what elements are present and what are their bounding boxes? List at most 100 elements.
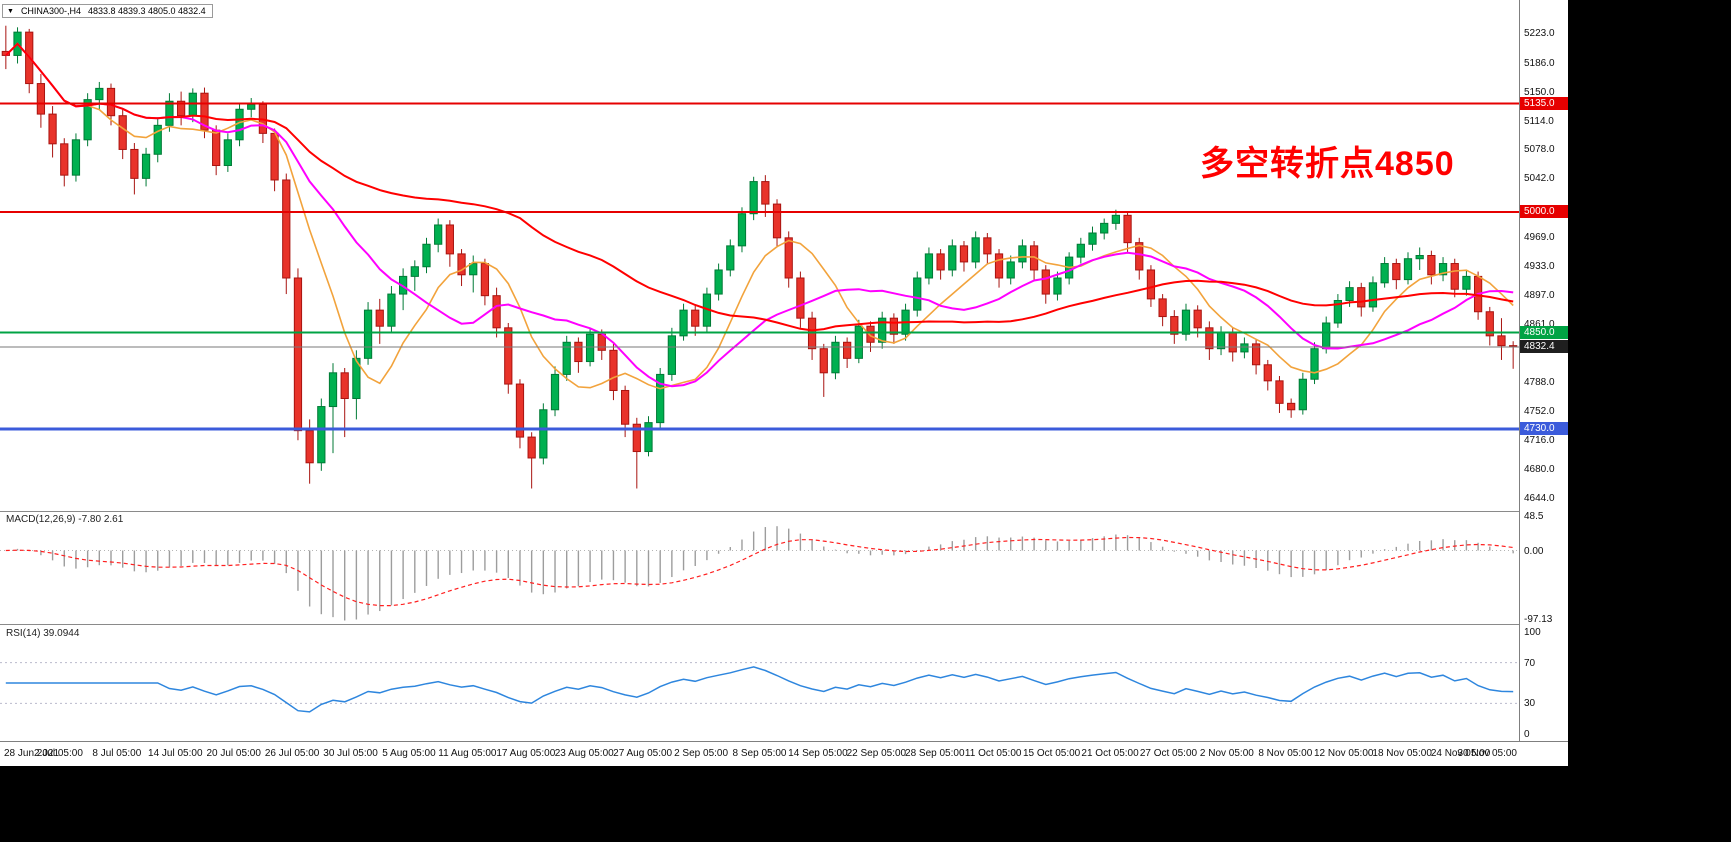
candle-body	[445, 224, 454, 255]
candle-body	[656, 373, 665, 424]
time-tick-label: 14 Jul 05:00	[148, 748, 203, 759]
candle-body	[1088, 232, 1097, 245]
candle-body	[854, 325, 863, 359]
rsi-tick-label: 30	[1524, 698, 1536, 710]
current-price-badge: 4832.4	[1520, 339, 1569, 353]
candle-body	[434, 224, 443, 245]
candle-body	[1076, 243, 1085, 258]
candle-body	[585, 333, 595, 363]
price-badge-4850.0: 4850.0	[1520, 325, 1569, 339]
macd-histogram	[16, 526, 1514, 621]
candle-body	[971, 237, 980, 263]
candle-body	[819, 348, 828, 374]
candle-body	[550, 373, 560, 411]
desktop-background-bottom	[0, 766, 1731, 842]
candle-body	[924, 253, 934, 279]
time-tick-label: 8 Nov 05:00	[1258, 748, 1313, 759]
candle-body	[480, 263, 490, 297]
time-tick-label: 18 Nov 05:00	[1372, 748, 1432, 759]
candle-body	[118, 115, 127, 150]
price-axis[interactable]: 5223.0 5186.0 5150.0 5114.0 5078.0 5042.0 4969…	[1519, 0, 1569, 741]
time-axis[interactable]: 28 Jun 2021 2 Jul 05:00 8 Jul 05:00 14 Jul …	[0, 741, 1568, 766]
time-tick-label: 17 Aug 05:00	[496, 748, 556, 759]
rsi-tick-label: 0	[1524, 728, 1530, 740]
time-tick-label: 11 Aug 05:00	[438, 748, 497, 759]
candle-body	[1403, 258, 1413, 281]
price-badge-5000.0: 5000.0	[1520, 205, 1569, 219]
candle-body	[176, 100, 186, 117]
candle-body	[1287, 402, 1296, 411]
candle-body	[71, 139, 81, 176]
candle-body	[153, 124, 162, 155]
candle-body	[1298, 378, 1307, 411]
candle-body	[679, 309, 688, 337]
candle-body	[340, 372, 349, 400]
candle-body	[796, 277, 805, 319]
candle-body	[1170, 316, 1179, 335]
candle-body	[1228, 332, 1237, 353]
candle-body	[1158, 298, 1167, 318]
price-badge-4730.0: 4730.0	[1520, 422, 1569, 436]
candle-body	[831, 341, 840, 374]
candle-body	[223, 139, 232, 167]
price-tick-label: 4897.0	[1524, 289, 1555, 301]
candle-body	[422, 243, 431, 268]
candle-body	[317, 406, 326, 464]
candle-body	[1368, 282, 1378, 308]
price-tick-label: 4752.0	[1524, 406, 1555, 418]
candle-body	[1392, 263, 1401, 281]
candle-body	[165, 100, 174, 126]
pane-separator-rsi[interactable]	[0, 624, 1568, 625]
candle-body	[1263, 364, 1272, 382]
chart-plot-area[interactable]	[0, 0, 1519, 741]
candle-body	[691, 309, 700, 327]
price-tick-label: 5078.0	[1524, 144, 1555, 156]
symbol-dropdown-icon[interactable]: ▼	[7, 7, 14, 15]
candle-body	[1193, 309, 1202, 329]
trading-chart-window: ▼ CHINA300-,H4 4833.8 4839.3 4805.0 4832…	[0, 0, 1569, 766]
candle-body	[1333, 299, 1343, 324]
time-tick-label: 12 Nov 05:00	[1313, 748, 1374, 759]
candle-body	[106, 87, 116, 117]
candle-body	[913, 277, 922, 311]
candle-body	[1111, 214, 1121, 224]
candle-body	[1018, 245, 1027, 263]
candle-body	[761, 181, 770, 205]
price-tick-label: 4861.0	[1524, 318, 1555, 330]
rsi-tick-label: 100	[1524, 627, 1541, 639]
candle-body	[247, 103, 256, 110]
pane-separator-macd[interactable]	[0, 511, 1568, 512]
time-tick-label: 2 Nov 05:00	[1199, 748, 1254, 759]
candle-body	[749, 181, 758, 215]
rsi-line	[5, 666, 1514, 713]
candle-body	[141, 153, 151, 179]
candle-body	[375, 309, 384, 327]
annotation-text: 多空转折点4850	[1200, 145, 1455, 183]
candle-body	[328, 372, 338, 408]
price-tick-label: 4788.0	[1524, 377, 1555, 389]
candle-body	[784, 237, 793, 279]
candle-body	[983, 237, 992, 255]
time-tick-label: 27 Aug 05:00	[613, 748, 673, 759]
time-tick-label: 14 Sep 05:00	[788, 748, 848, 759]
candle-body	[1041, 269, 1050, 295]
candle-body	[1100, 222, 1109, 234]
candle-body	[1497, 335, 1506, 347]
candle-body	[644, 422, 653, 453]
macd-pane-label: MACD(12,26,9) -7.80 2.61	[6, 514, 124, 525]
candle-body	[1123, 214, 1132, 244]
time-tick-label: 26 Jul 05:00	[264, 748, 320, 759]
symbol-label: CHINA300-,H4	[20, 6, 81, 16]
candles-layer[interactable]	[1, 25, 1518, 489]
candle-body	[1181, 309, 1191, 335]
candle-body	[1415, 255, 1424, 260]
candle-body	[293, 277, 303, 432]
candle-body	[726, 245, 735, 271]
rsi-pane-label: RSI(14) 39.0944	[6, 628, 80, 639]
candle-body	[515, 383, 525, 438]
symbol-info-box[interactable]: ▼ CHINA300-,H4 4833.8 4839.3 4805.0 4832…	[2, 4, 213, 18]
candle-body	[48, 113, 57, 145]
candle-body	[95, 87, 104, 101]
desktop-background-right	[1568, 0, 1731, 842]
